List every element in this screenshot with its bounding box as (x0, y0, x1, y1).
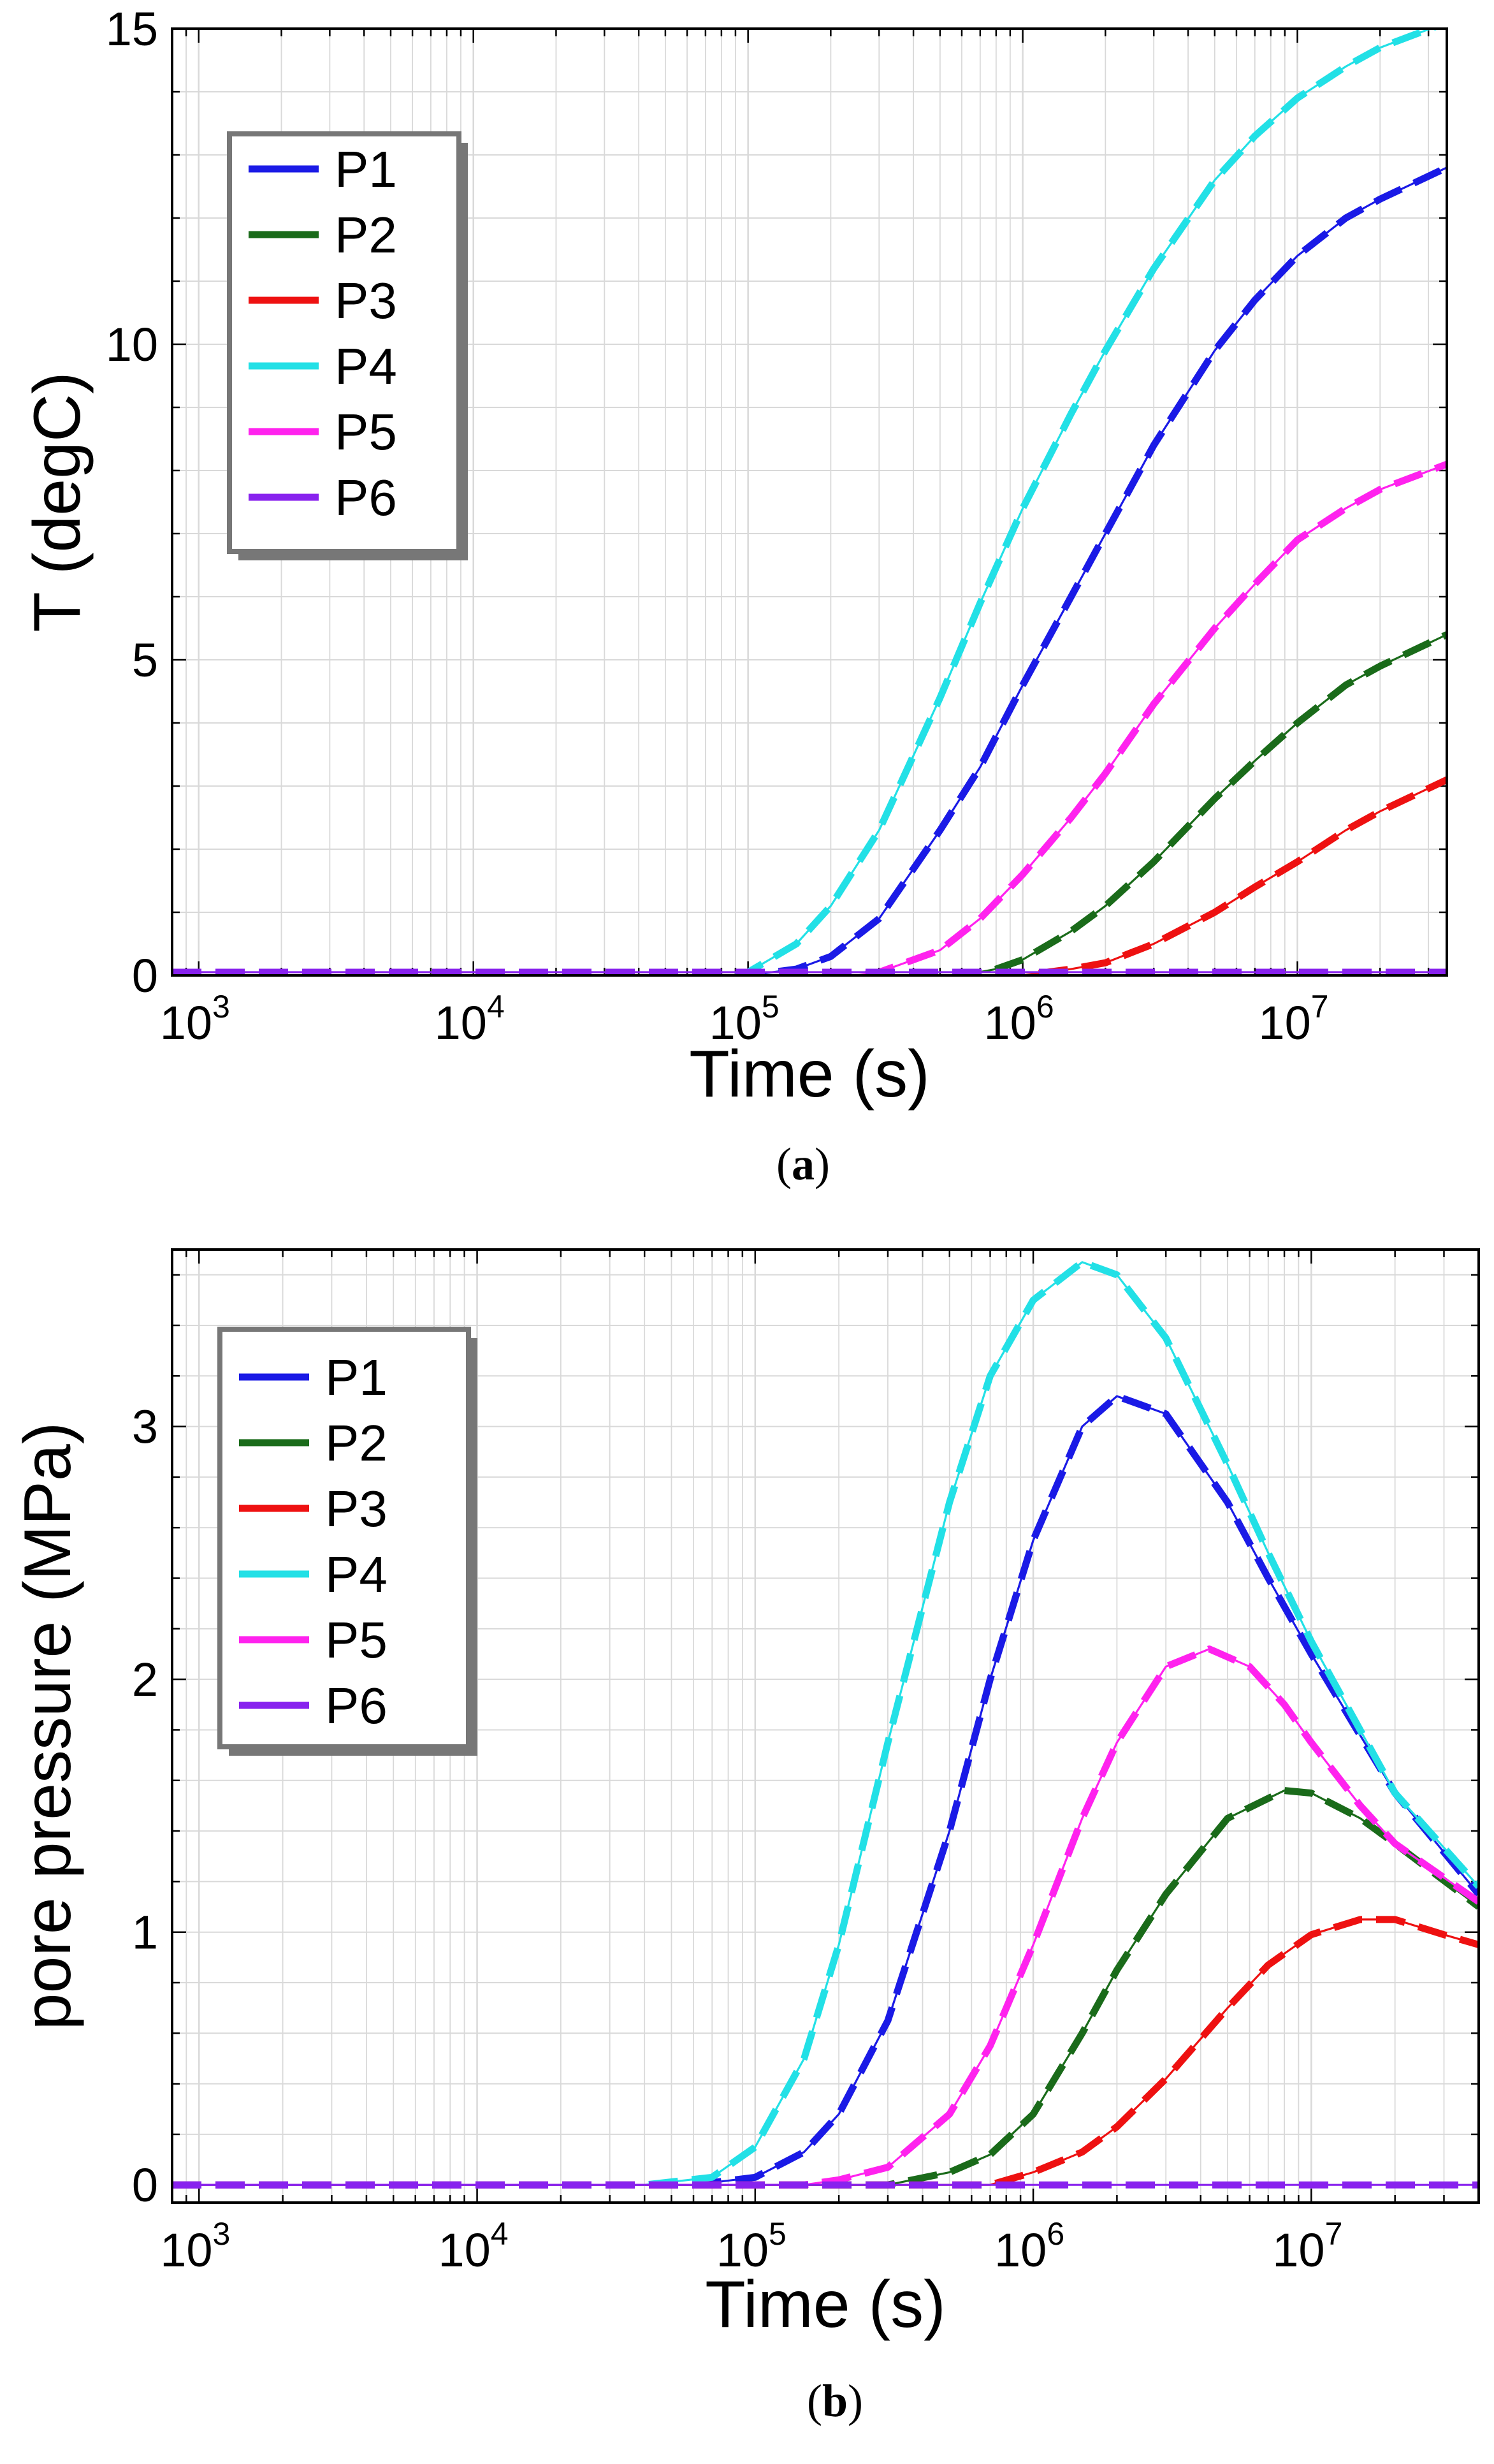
series-group (172, 1258, 1479, 2189)
legend-entry-p6-label: P6 (335, 469, 397, 526)
y-tick-label: 0 (132, 2159, 158, 2212)
x-tick-label-exponent: 7 (1311, 989, 1329, 1024)
panel-caption: (b) (807, 2375, 863, 2426)
y-axis-label: pore pressure (MPa) (11, 1422, 85, 2030)
series-p3-line-thin (172, 1918, 1479, 2186)
legend-entry-p1-label: P1 (325, 1349, 388, 1406)
caption-close-paren: ) (848, 2375, 863, 2426)
x-tick-label-exponent: 7 (1325, 2216, 1343, 2252)
legend-entry-p5-label: P5 (335, 404, 397, 460)
y-tick-label: 0 (132, 949, 158, 1002)
panel-caption: (a) (776, 1139, 830, 1190)
x-tick-label-exponent: 4 (487, 989, 505, 1024)
y-tick-label: 1 (132, 1906, 158, 1959)
x-tick-label-base: 10 (1258, 996, 1310, 1049)
legend-entry-p3-label: P3 (325, 1480, 388, 1537)
x-tick-label-exponent: 4 (491, 2216, 509, 2252)
x-axis-label: Time (s) (705, 2268, 945, 2342)
x-tick-label-base: 10 (716, 2224, 769, 2277)
x-tick-label: 106 (994, 2216, 1064, 2277)
legend-entry-p2-label: P2 (325, 1415, 388, 1471)
y-tick-label: 10 (106, 318, 158, 371)
x-tick-label: 104 (438, 2216, 508, 2277)
legend-entry-p3-label: P3 (335, 272, 397, 329)
legend-box (217, 1327, 471, 1749)
legend: P1 P2 P3 P4 P5 P6 (227, 131, 468, 560)
legend-entry-p6-label: P6 (325, 1677, 388, 1734)
x-tick-label-base: 10 (435, 996, 487, 1049)
legend-entry-p4-label: P4 (335, 338, 397, 395)
x-tick-label-exponent: 6 (1036, 989, 1054, 1024)
plot-frame (171, 1248, 1480, 2204)
legend: P1 P2 P3 P4 P5 P6 (217, 1327, 477, 1756)
x-tick-label: 103 (160, 2216, 230, 2277)
x-tick-label: 107 (1272, 2216, 1342, 2277)
legend-entry-p2-label: P2 (335, 207, 397, 263)
series-p1-line-thin (172, 166, 1447, 975)
x-tick-label-exponent: 6 (1047, 2216, 1064, 2252)
legend-entry-p1-label: P1 (335, 141, 397, 198)
y-tick-label: 2 (132, 1653, 158, 1706)
series-p2-line-thin (172, 1790, 1479, 2186)
series-group (172, 29, 1447, 975)
y-axis-label: T (degC) (20, 372, 94, 632)
series-p3-line (172, 1916, 1479, 2189)
series-p3-line-thin (172, 778, 1447, 975)
series-p1-line-thin (172, 1395, 1479, 2186)
series-p4-line-thin (172, 1261, 1479, 2186)
series-p5-line-thin (172, 1648, 1479, 2186)
legend-entry-p5-label: P5 (325, 1612, 388, 1668)
y-tick-label: 15 (106, 3, 158, 55)
x-tick-label-base: 10 (984, 996, 1036, 1049)
y-tick-label: 5 (132, 634, 158, 687)
series-p4-line-thin (172, 29, 1433, 975)
x-tick-label: 104 (435, 989, 505, 1049)
x-tick-label-base: 10 (438, 2224, 490, 2277)
caption-close-paren: ) (815, 1139, 830, 1190)
x-tick-label: 106 (984, 989, 1054, 1049)
x-tick-label-exponent: 3 (213, 2216, 231, 2252)
x-tick-label: 107 (1258, 989, 1328, 1049)
y-tick-label: 3 (132, 1401, 158, 1454)
caption-open-paren: ( (807, 2375, 822, 2426)
x-tick-label-base: 10 (994, 2224, 1047, 2277)
series-p5-line-thin (172, 463, 1447, 975)
caption-letter: a (792, 1139, 815, 1190)
x-tick-label-base: 10 (1272, 2224, 1324, 2277)
x-tick-label-exponent: 3 (212, 989, 230, 1024)
legend-entry-p4-label: P4 (325, 1546, 388, 1603)
x-tick-label-base: 10 (160, 996, 212, 1049)
caption-open-paren: ( (776, 1139, 792, 1190)
x-tick-label: 105 (709, 989, 780, 1049)
x-tick-label-base: 10 (709, 996, 762, 1049)
legend-box (227, 131, 461, 554)
x-tick-label-base: 10 (160, 2224, 212, 2277)
x-tick-label-exponent: 5 (762, 989, 780, 1024)
x-axis-label: Time (s) (689, 1037, 929, 1111)
series-p3-line (172, 776, 1447, 975)
caption-letter: b (822, 2375, 848, 2426)
plot-frame (171, 27, 1448, 977)
x-tick-label: 105 (716, 2216, 787, 2277)
x-tick-label-exponent: 5 (769, 2216, 787, 2252)
x-tick-label: 103 (160, 989, 230, 1049)
